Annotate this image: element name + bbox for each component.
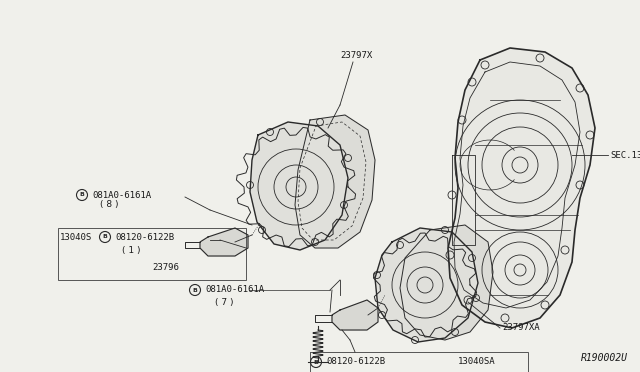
Polygon shape bbox=[200, 228, 248, 256]
Text: ( 8 ): ( 8 ) bbox=[100, 201, 118, 209]
Polygon shape bbox=[375, 228, 478, 342]
Polygon shape bbox=[452, 155, 475, 245]
Polygon shape bbox=[400, 225, 493, 340]
Text: B: B bbox=[102, 234, 108, 240]
Text: 13040S: 13040S bbox=[60, 232, 92, 241]
Bar bbox=[58, 228, 246, 280]
Text: 13040SA: 13040SA bbox=[458, 357, 495, 366]
Polygon shape bbox=[448, 48, 595, 328]
Text: 23796: 23796 bbox=[152, 263, 179, 273]
Text: B: B bbox=[314, 359, 319, 365]
Text: 23797XA: 23797XA bbox=[502, 324, 540, 333]
Text: SEC.135: SEC.135 bbox=[610, 151, 640, 160]
Text: 08120-6122B: 08120-6122B bbox=[115, 232, 174, 241]
Text: 08120-6122B: 08120-6122B bbox=[326, 357, 385, 366]
Bar bbox=[310, 352, 528, 372]
Text: B: B bbox=[193, 288, 197, 292]
Polygon shape bbox=[332, 300, 378, 330]
Text: R190002U: R190002U bbox=[581, 353, 628, 363]
Text: ( 1 ): ( 1 ) bbox=[122, 246, 141, 254]
Polygon shape bbox=[295, 115, 375, 248]
Polygon shape bbox=[250, 122, 348, 250]
Text: 081A0-6161A: 081A0-6161A bbox=[205, 285, 264, 295]
Text: B: B bbox=[79, 192, 84, 198]
Text: ( 7 ): ( 7 ) bbox=[215, 298, 234, 307]
Text: 23797X: 23797X bbox=[340, 51, 372, 61]
Text: 081A0-6161A: 081A0-6161A bbox=[92, 190, 151, 199]
